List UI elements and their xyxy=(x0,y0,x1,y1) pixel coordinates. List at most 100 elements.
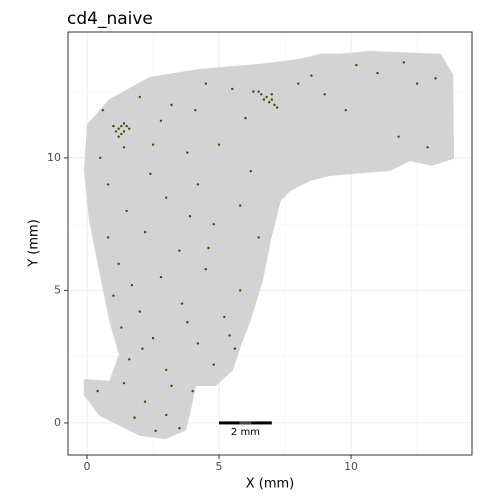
x-tick-label: 5 xyxy=(216,460,223,473)
plot-area: 2 mm xyxy=(83,50,454,440)
point xyxy=(191,389,194,393)
point xyxy=(244,116,247,120)
point xyxy=(434,77,437,80)
point xyxy=(138,95,142,99)
point xyxy=(186,321,189,324)
point xyxy=(114,130,118,133)
point xyxy=(165,196,168,199)
point xyxy=(223,315,226,319)
point xyxy=(120,124,123,128)
point xyxy=(99,156,102,160)
point xyxy=(355,63,358,67)
point xyxy=(149,172,152,175)
point xyxy=(165,413,168,417)
point xyxy=(159,119,163,122)
point xyxy=(310,74,313,77)
point xyxy=(212,363,215,366)
point xyxy=(151,143,155,146)
point xyxy=(257,236,260,239)
point xyxy=(120,326,123,329)
point xyxy=(112,294,115,297)
point xyxy=(151,336,155,340)
point xyxy=(120,132,123,136)
point xyxy=(143,230,147,234)
point xyxy=(133,416,136,419)
point xyxy=(262,98,266,101)
point xyxy=(122,381,126,385)
point xyxy=(260,93,263,96)
point xyxy=(273,103,276,107)
point xyxy=(188,215,192,218)
point xyxy=(217,143,221,146)
point xyxy=(106,183,110,186)
tissue-region xyxy=(83,50,454,440)
point xyxy=(122,122,126,125)
point xyxy=(106,236,110,239)
point xyxy=(117,127,120,130)
y-tick-label: 0 xyxy=(54,416,61,429)
point xyxy=(268,101,271,104)
point xyxy=(125,124,128,128)
point xyxy=(141,347,144,350)
point xyxy=(231,87,234,91)
point xyxy=(228,334,231,337)
y-tick-label: 10 xyxy=(47,151,61,164)
chart-title: cd4_naive xyxy=(67,9,153,29)
point xyxy=(402,61,406,64)
point xyxy=(180,302,184,305)
panel-border xyxy=(67,31,473,456)
point xyxy=(194,108,197,112)
point xyxy=(207,246,210,250)
y-tick-label: 5 xyxy=(54,283,61,296)
point xyxy=(415,82,419,85)
point xyxy=(128,358,131,361)
point xyxy=(252,90,255,93)
point xyxy=(275,106,279,109)
point xyxy=(249,169,252,173)
point xyxy=(170,103,173,107)
x-axis-label: X (mm) xyxy=(246,477,295,492)
point xyxy=(170,384,173,388)
scale-bar-mid xyxy=(239,421,252,425)
point xyxy=(186,151,189,154)
point xyxy=(154,429,157,433)
point xyxy=(122,146,126,149)
point xyxy=(297,82,300,85)
point xyxy=(130,283,134,287)
point xyxy=(397,135,400,138)
point xyxy=(159,275,163,279)
point xyxy=(376,71,379,75)
point xyxy=(125,209,128,213)
point xyxy=(238,289,242,292)
point xyxy=(101,108,105,112)
point xyxy=(96,389,99,393)
point xyxy=(178,249,181,252)
point xyxy=(117,135,120,138)
point xyxy=(233,347,237,350)
x-tick-label: 10 xyxy=(344,460,358,473)
point xyxy=(204,82,208,85)
point xyxy=(344,108,347,112)
point xyxy=(270,98,274,101)
point xyxy=(204,268,208,271)
point xyxy=(323,93,326,96)
point xyxy=(257,90,260,93)
y-axis-label: Y (mm) xyxy=(27,219,42,268)
point xyxy=(265,95,268,99)
scale-bar-label: 2 mm xyxy=(231,427,260,438)
point xyxy=(117,262,120,266)
x-tick-label: 0 xyxy=(84,460,91,473)
point xyxy=(196,342,200,345)
point xyxy=(238,204,242,207)
point xyxy=(426,146,429,149)
point xyxy=(122,130,126,133)
point xyxy=(128,127,131,130)
point xyxy=(112,124,115,128)
point xyxy=(196,183,200,186)
point xyxy=(178,427,181,430)
point xyxy=(212,222,215,226)
point xyxy=(270,93,274,96)
point xyxy=(138,310,142,313)
point xyxy=(143,400,147,403)
